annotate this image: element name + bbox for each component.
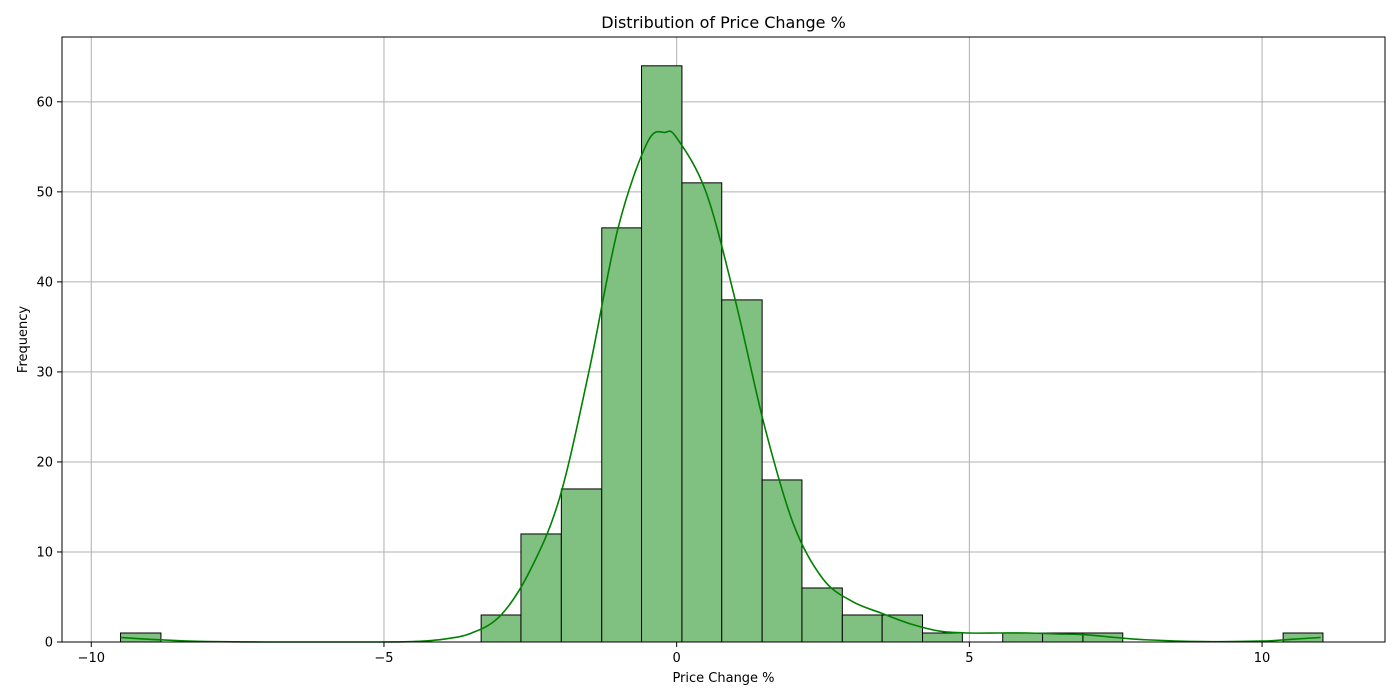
y-tick-label: 10 — [36, 545, 53, 560]
y-tick-label: 50 — [36, 185, 53, 200]
histogram-bar — [681, 182, 723, 643]
histogram-bar — [641, 65, 683, 643]
histogram-bar — [721, 299, 763, 643]
histogram-bar — [801, 587, 843, 643]
y-tick-label: 30 — [36, 365, 53, 380]
y-tick-label: 60 — [36, 95, 53, 110]
histogram-bar — [520, 533, 562, 643]
y-axis-title: Frequency — [16, 306, 31, 373]
histogram-bar — [560, 488, 603, 643]
x-tick-label: −5 — [374, 651, 393, 666]
chart-title: Distribution of Price Change % — [601, 13, 846, 32]
y-tick-label: 20 — [36, 455, 53, 470]
x-axis-title: Price Change % — [672, 671, 774, 686]
histogram-bar — [881, 614, 924, 643]
y-tick-label: 0 — [45, 636, 53, 651]
histogram-bar — [761, 479, 803, 643]
histogram-bar — [922, 632, 963, 643]
x-tick-label: 10 — [1254, 651, 1271, 666]
histogram-bar — [841, 614, 883, 643]
histogram-bar — [1002, 632, 1044, 643]
histogram-bar — [480, 614, 522, 643]
y-tick-label: 40 — [36, 275, 53, 290]
histogram-bars — [120, 65, 1324, 643]
x-tick-label: 5 — [965, 651, 973, 666]
x-tick-label: 0 — [673, 651, 681, 666]
x-axis-ticks: −10 −5 0 5 10 — [78, 642, 1271, 666]
plot-frame — [61, 36, 1386, 643]
y-axis-ticks: 0 10 20 30 40 50 60 — [36, 95, 62, 651]
x-tick-label: −10 — [78, 651, 105, 666]
histogram-bar — [601, 227, 643, 643]
